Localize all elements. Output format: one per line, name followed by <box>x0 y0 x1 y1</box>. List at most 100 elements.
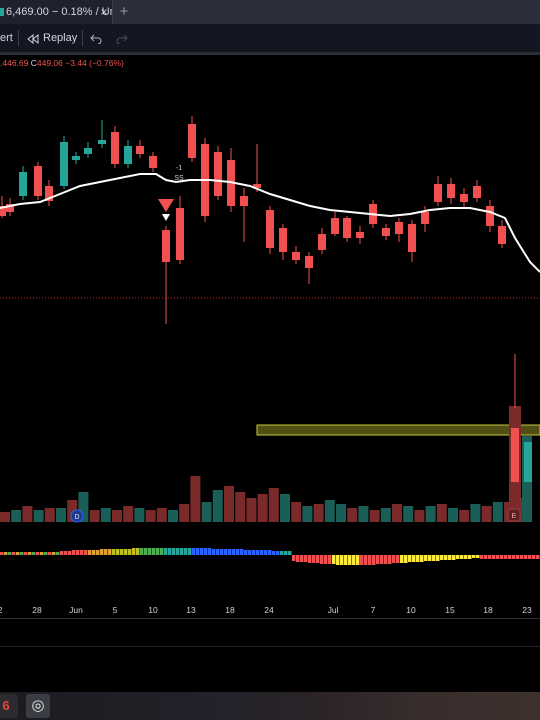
ribbon-segment <box>376 555 380 564</box>
volume-bar <box>235 492 246 522</box>
moving-average-line <box>0 173 540 273</box>
chart-tab[interactable]: 6,469.00 − 0.18% / Um × <box>0 0 113 24</box>
legend-close-label: C <box>30 58 37 68</box>
browser-tab-bar: 6,469.00 − 0.18% / Um × + <box>0 0 540 24</box>
volume-bar <box>89 510 100 522</box>
ribbon-segment <box>48 552 52 555</box>
ribbon-segment <box>520 555 524 559</box>
ribbon-segment <box>356 555 360 565</box>
ribbon-segment <box>428 555 432 561</box>
candle-body <box>473 186 481 198</box>
ribbon-segment <box>304 555 308 562</box>
ribbon-segment <box>196 548 200 555</box>
ribbon-segment <box>416 555 420 562</box>
ribbon-segment <box>4 552 8 555</box>
ribbon-segment <box>204 548 208 555</box>
volume-bar <box>179 504 190 522</box>
ribbon-segment <box>32 552 36 555</box>
replay-button[interactable]: Replay <box>43 32 78 44</box>
ribbon-segment <box>156 548 160 555</box>
ribbon-segment <box>100 549 104 555</box>
ribbon-segment <box>120 549 124 555</box>
ribbon-segment <box>380 555 384 564</box>
ribbon-segment <box>292 555 296 561</box>
ribbon-segment <box>372 555 376 565</box>
candle-body <box>19 172 27 196</box>
ribbon-segment <box>248 550 252 555</box>
ribbon-segment <box>16 552 20 555</box>
volume-bar <box>392 504 402 522</box>
price-zone <box>256 424 540 436</box>
volume-bar <box>22 506 33 522</box>
ribbon-segment <box>480 555 484 559</box>
candle-body <box>214 152 222 196</box>
ribbon-segment <box>468 555 472 559</box>
candle-body <box>149 156 157 168</box>
candle-body <box>305 256 313 268</box>
candle-body <box>60 142 68 186</box>
volume-bar <box>470 504 481 522</box>
ribbon-segment <box>280 551 284 555</box>
ribbon-segment <box>296 555 300 562</box>
ribbon-segment <box>528 555 532 559</box>
ribbon-segment <box>136 548 140 555</box>
bottom-panel <box>0 646 540 693</box>
new-tab-button[interactable]: + <box>119 3 129 20</box>
time-axis-tick-label: 13 <box>186 605 196 615</box>
candle-body <box>72 156 80 160</box>
sell-signal-arrow-icon <box>162 214 170 221</box>
ribbon-segment <box>244 550 248 555</box>
ribbon-segment <box>412 555 416 562</box>
ribbon-segment <box>408 555 412 562</box>
time-axis-tick-label: 10 <box>148 605 158 615</box>
dividend-badge[interactable]: D <box>70 509 84 523</box>
ribbon-segment <box>112 549 116 555</box>
volume-bar <box>403 506 414 522</box>
ribbon-segment <box>420 555 424 562</box>
volume-bar <box>481 506 492 522</box>
ribbon-segment <box>108 549 112 555</box>
redo-icon[interactable] <box>116 24 128 52</box>
ribbon-segment <box>8 552 12 555</box>
ribbon-segment <box>36 552 40 555</box>
candle-body <box>498 226 506 244</box>
price-chart[interactable]: -1 SS D E 2 28 Jun 5 10 13 18 24 Jul 7 10 15 18 23 <box>0 56 540 618</box>
candle-body <box>253 184 261 188</box>
close-icon[interactable]: × <box>100 5 108 19</box>
volume-bar <box>190 476 201 522</box>
camera-aperture-icon[interactable]: ◎ <box>26 694 50 718</box>
legend-close-value: 449.06 <box>36 58 63 68</box>
ribbon-segment <box>160 548 164 555</box>
volume-bar <box>56 508 66 522</box>
time-axis-tick-label: Jun <box>69 605 83 615</box>
alert-button[interactable]: ert <box>0 32 13 44</box>
timeframe-bar <box>0 618 540 648</box>
ribbon-segment <box>432 555 436 561</box>
ribbon-segment <box>484 555 488 559</box>
svg-text:E: E <box>512 513 517 520</box>
ribbon-segment <box>340 555 344 565</box>
time-axis-tick-label: 5 <box>113 605 118 615</box>
ribbon-segment <box>44 552 48 555</box>
ribbon-segment <box>152 548 156 555</box>
ribbon-segment <box>344 555 348 565</box>
ribbon-segment <box>144 548 148 555</box>
time-axis-tick-label: 15 <box>445 605 455 615</box>
ribbon-segment <box>332 555 336 564</box>
candle-body <box>111 132 119 164</box>
time-axis-tick-label: 10 <box>406 605 416 615</box>
candle-body <box>34 166 42 196</box>
ribbon-segment <box>264 550 268 555</box>
candle-body <box>395 222 403 234</box>
app-logo-icon[interactable]: 6 <box>0 694 18 718</box>
earnings-badge[interactable]: E <box>507 508 521 522</box>
ribbon-segment <box>504 555 508 559</box>
ohlc-legend: .446.69 C449.06 −3.44 (−0.76%) <box>0 58 124 68</box>
ribbon-segment <box>456 555 460 559</box>
signal-label-bottom: SS <box>174 175 184 182</box>
volume-bar <box>358 506 369 522</box>
volume-bar <box>414 510 425 522</box>
ribbon-segment <box>72 550 76 555</box>
ribbon-segment <box>400 555 404 563</box>
undo-icon[interactable] <box>90 24 102 52</box>
